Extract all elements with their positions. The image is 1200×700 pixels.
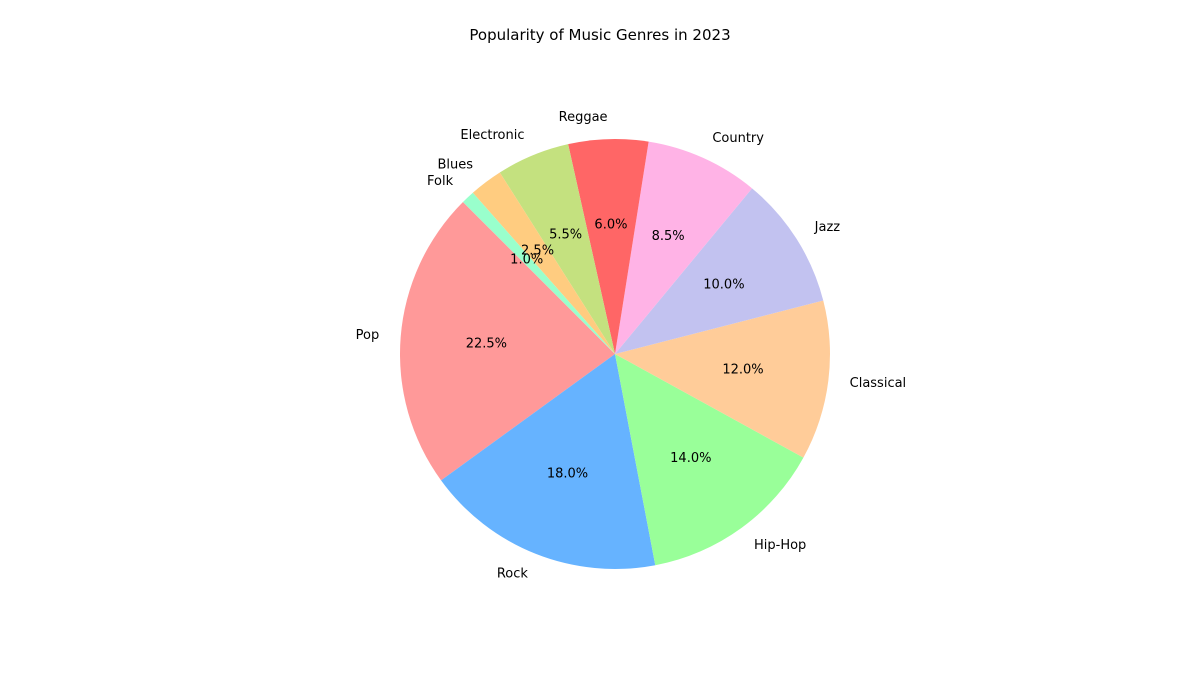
slice-percent-label: 14.0% — [670, 451, 711, 466]
pie-slice-electronic — [499, 144, 615, 354]
pie-slice-rock — [441, 354, 656, 570]
slice-label: Electronic — [460, 128, 524, 143]
slice-label: Folk — [427, 174, 454, 189]
slice-percent-label: 5.5% — [549, 227, 582, 242]
slice-label: Rock — [497, 566, 529, 581]
slice-percent-label: 6.0% — [594, 218, 627, 233]
slice-percent-label: 22.5% — [466, 336, 507, 351]
slice-percent-label: 8.5% — [652, 229, 685, 244]
slice-label: Jazz — [814, 220, 841, 235]
slice-percent-label: 18.0% — [547, 466, 588, 481]
slice-label: Pop — [356, 328, 380, 343]
slice-percent-label: 1.0% — [510, 252, 543, 267]
pie-slice-blues — [472, 172, 615, 354]
slice-percent-label: 2.5% — [521, 243, 554, 258]
slice-label: Hip-Hop — [754, 538, 806, 553]
pie-slice-folk — [462, 192, 615, 354]
slice-label: Country — [712, 131, 764, 146]
pie-slice-country — [615, 141, 753, 354]
slices-layer — [399, 138, 830, 570]
pie-slice-classical — [615, 300, 830, 458]
slice-label: Reggae — [559, 110, 608, 125]
pie-slice-jazz — [615, 188, 824, 354]
pie-slice-hip-hop — [615, 354, 804, 566]
pie-slice-pop — [399, 201, 615, 481]
slice-label: Classical — [850, 376, 907, 391]
slice-label: Blues — [437, 157, 473, 172]
chart-title: Popularity of Music Genres in 2023 — [469, 26, 731, 44]
slice-percent-label: 10.0% — [703, 277, 744, 292]
slice-percent-label: 12.0% — [722, 363, 763, 378]
labels-layer: Pop 22.5% Rock 18.0% Hip-Hop 14.0% Classical 12… — [356, 110, 907, 581]
pie-slice-reggae — [568, 138, 649, 354]
